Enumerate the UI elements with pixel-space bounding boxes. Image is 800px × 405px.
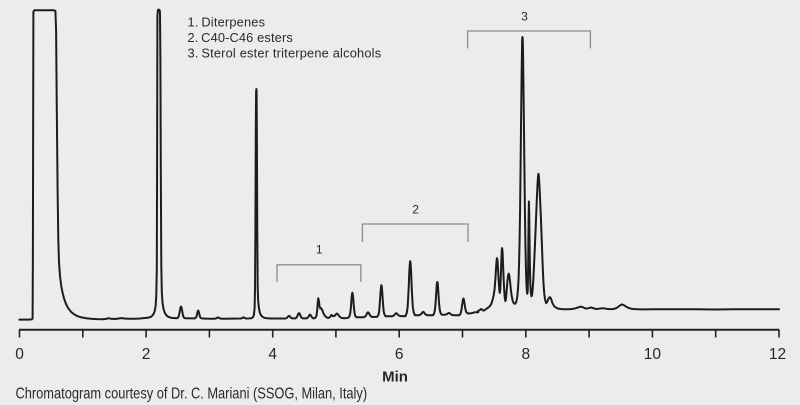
svg-text:3: 3 (521, 10, 528, 24)
svg-text:4: 4 (268, 346, 277, 363)
svg-text:Min: Min (382, 368, 408, 385)
svg-text:Chromatogram courtesy of Dr. C: Chromatogram courtesy of Dr. C. Mariani … (15, 384, 367, 401)
svg-text:1. Diterpenes: 1. Diterpenes (188, 14, 266, 29)
svg-text:2: 2 (142, 346, 151, 363)
svg-text:0: 0 (15, 346, 24, 363)
svg-text:2. C40-C46 esters: 2. C40-C46 esters (188, 30, 293, 45)
svg-text:2: 2 (412, 203, 419, 217)
svg-text:6: 6 (395, 346, 404, 363)
svg-text:3. Sterol ester triterpene alc: 3. Sterol ester triterpene alcohols (188, 46, 382, 61)
svg-text:12: 12 (769, 346, 786, 363)
svg-text:10: 10 (644, 346, 662, 363)
svg-text:8: 8 (521, 346, 530, 363)
svg-text:1: 1 (316, 243, 323, 257)
